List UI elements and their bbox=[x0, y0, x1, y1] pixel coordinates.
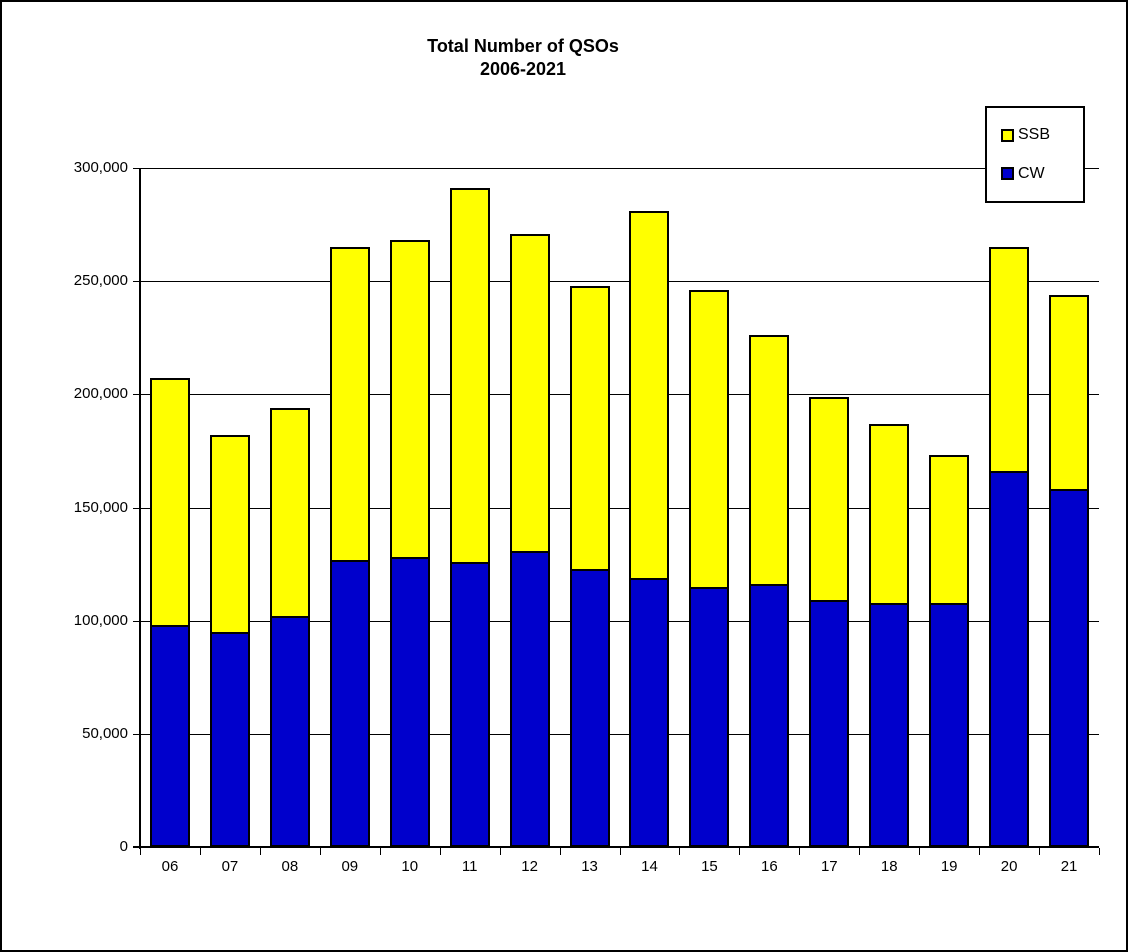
bar-18 bbox=[869, 423, 910, 847]
x-axis-tick bbox=[319, 848, 321, 855]
y-axis-tick-label: 0 bbox=[119, 838, 128, 855]
bar-13 bbox=[569, 285, 610, 847]
y-axis-tick-label: 100,000 bbox=[73, 611, 128, 629]
x-axis-label: 16 bbox=[761, 858, 778, 875]
bar-segment-cw bbox=[1051, 489, 1088, 845]
x-axis-tick bbox=[799, 848, 801, 855]
bar-17 bbox=[809, 396, 850, 847]
gridline bbox=[140, 168, 1099, 169]
x-axis-label: 15 bbox=[701, 858, 718, 875]
chart-title-line2: 2006-2021 bbox=[479, 59, 567, 79]
x-axis-label: 08 bbox=[281, 858, 299, 875]
ssb-swatch-icon bbox=[1001, 128, 1014, 142]
x-axis-tick bbox=[859, 848, 861, 855]
x-axis-tick bbox=[979, 848, 981, 855]
bar-06 bbox=[149, 378, 190, 847]
bar-08 bbox=[269, 407, 310, 847]
bar-segment-cw bbox=[751, 584, 788, 845]
x-axis-tick bbox=[679, 848, 681, 855]
gridline bbox=[140, 281, 1099, 283]
bar-segment-cw bbox=[691, 586, 728, 845]
x-axis-label: 11 bbox=[461, 858, 478, 875]
legend-label-ssb: SSB bbox=[1018, 126, 1051, 144]
y-axis-tick bbox=[133, 281, 140, 283]
x-axis-label: 21 bbox=[1060, 858, 1078, 875]
y-axis-tick-label: 50,000 bbox=[82, 724, 128, 742]
bar-segment-cw bbox=[211, 631, 248, 845]
x-axis-label: 19 bbox=[940, 858, 958, 875]
x-axis-label: 06 bbox=[161, 858, 179, 875]
x-axis-label: 10 bbox=[401, 858, 419, 875]
x-axis-label: 09 bbox=[341, 858, 359, 875]
x-axis-tick bbox=[499, 848, 501, 855]
bar-segment-cw bbox=[871, 602, 908, 845]
x-axis-tick bbox=[1099, 848, 1100, 855]
bar-segment-cw bbox=[451, 561, 488, 845]
bar-segment-cw bbox=[811, 600, 848, 845]
x-axis-label: 13 bbox=[581, 858, 598, 875]
y-axis-tick-label: 150,000 bbox=[73, 498, 128, 516]
bar-segment-cw bbox=[271, 616, 308, 845]
x-axis-label: 12 bbox=[521, 858, 538, 875]
gridline bbox=[140, 620, 1099, 622]
bar-segment-cw bbox=[511, 550, 548, 845]
x-axis-tick bbox=[379, 848, 381, 855]
bar-11 bbox=[449, 188, 490, 847]
bar-segment-cw bbox=[571, 568, 608, 845]
gridline bbox=[140, 394, 1099, 396]
bar-segment-cw bbox=[931, 602, 968, 845]
legend-item-ssb: SSB bbox=[1001, 126, 1083, 144]
y-axis-tick bbox=[133, 620, 140, 622]
y-axis-tick bbox=[133, 168, 140, 169]
x-axis-label: 18 bbox=[880, 858, 898, 875]
bar-segment-cw bbox=[631, 577, 668, 845]
x-axis-tick bbox=[439, 848, 441, 855]
bar-09 bbox=[329, 247, 370, 847]
bar-segment-cw bbox=[991, 471, 1028, 845]
x-axis-tick bbox=[919, 848, 921, 855]
bar-segment-cw bbox=[151, 625, 188, 845]
y-axis-tick bbox=[133, 507, 140, 509]
legend-item-cw: CW bbox=[1001, 165, 1083, 183]
bar-10 bbox=[389, 240, 430, 847]
y-axis-tick-label: 250,000 bbox=[73, 272, 128, 290]
x-axis-label: 14 bbox=[641, 858, 658, 875]
bar-12 bbox=[509, 233, 550, 847]
cw-swatch-icon bbox=[1001, 167, 1014, 181]
x-axis-tick bbox=[1039, 848, 1041, 855]
x-axis-tick bbox=[259, 848, 261, 855]
y-axis-tick bbox=[133, 733, 140, 735]
x-axis-line bbox=[133, 846, 1099, 848]
chart-title: Total Number of QSOs 2006-2021 bbox=[2, 35, 1044, 81]
legend: SSB CW bbox=[985, 106, 1085, 203]
x-axis-tick bbox=[140, 848, 141, 855]
x-axis-label: 20 bbox=[1000, 858, 1018, 875]
x-axis-label: 07 bbox=[221, 858, 239, 875]
x-axis-tick bbox=[739, 848, 741, 855]
x-axis-tick bbox=[199, 848, 201, 855]
gridline bbox=[140, 507, 1099, 509]
bar-15 bbox=[689, 290, 730, 847]
x-axis-tick bbox=[559, 848, 561, 855]
y-axis-tick-label: 300,000 bbox=[73, 159, 128, 176]
bar-segment-cw bbox=[391, 557, 428, 845]
y-axis-tick-label: 200,000 bbox=[73, 385, 128, 403]
bar-20 bbox=[989, 247, 1030, 847]
bar-16 bbox=[749, 335, 790, 847]
x-axis-tick bbox=[619, 848, 621, 855]
chart-title-line1: Total Number of QSOs bbox=[427, 36, 619, 56]
bar-07 bbox=[209, 435, 250, 847]
bar-19 bbox=[929, 455, 970, 847]
x-axis-label: 17 bbox=[820, 858, 838, 875]
bar-21 bbox=[1049, 294, 1090, 847]
bar-segment-cw bbox=[331, 559, 368, 845]
y-axis-tick bbox=[133, 394, 140, 396]
legend-label-cw: CW bbox=[1018, 164, 1045, 182]
gridline bbox=[140, 733, 1099, 735]
y-axis-line bbox=[139, 168, 141, 849]
bar-14 bbox=[629, 211, 670, 847]
